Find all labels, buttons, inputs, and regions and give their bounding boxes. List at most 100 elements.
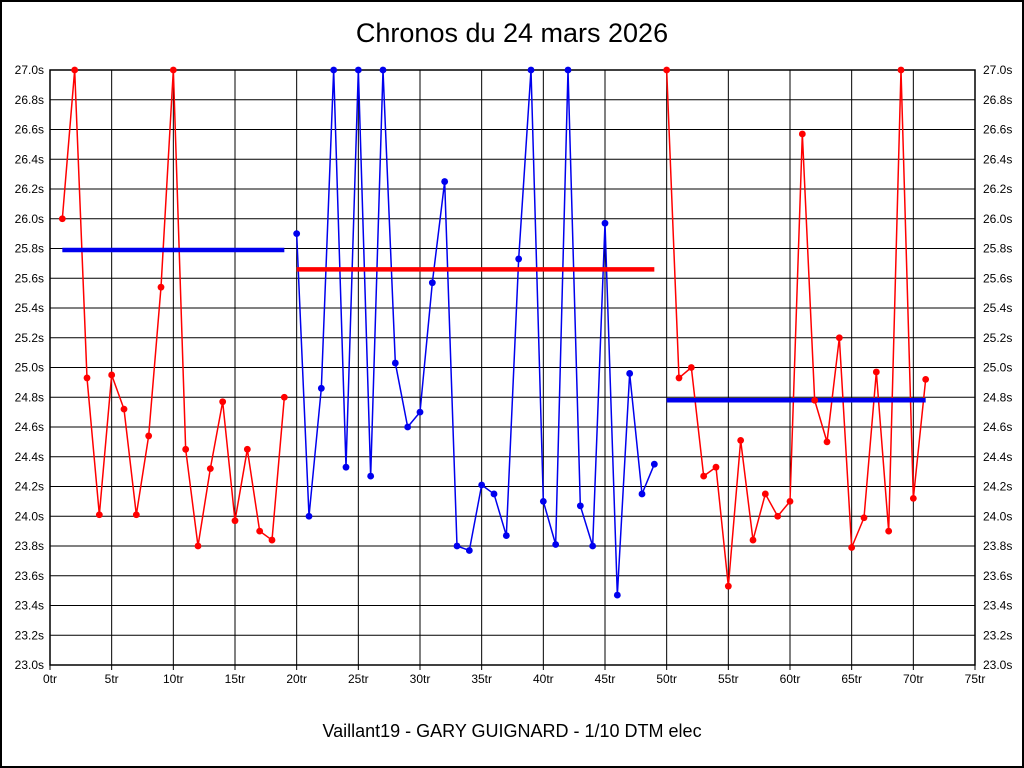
data-point-stint-2-blue: [490, 490, 498, 498]
data-point-stint-2-blue: [552, 541, 560, 548]
data-point-stint-1-red: [256, 527, 264, 535]
data-point-stint-2-blue: [613, 591, 621, 599]
page-title: Chronos du 24 mars 2026: [355, 18, 669, 48]
x-tick-label: 10tr: [163, 672, 184, 686]
data-point-stint-1-red: [157, 283, 165, 291]
series-line-stint-2-blue: [295, 69, 656, 596]
y-tick-label-right: 23.2s: [983, 628, 1012, 642]
y-tick-label-left: 23.6s: [15, 569, 44, 583]
data-point-stint-1-red: [219, 398, 227, 406]
y-tick-label-right: 25.0s: [983, 361, 1012, 375]
y-tick-label-left: 24.6s: [15, 420, 44, 434]
data-point-stint-2-blue: [305, 512, 313, 520]
y-tick-label-left: 24.0s: [15, 509, 44, 523]
x-tick-label: 70tr: [903, 672, 924, 686]
data-point-stint-3-red: [848, 544, 856, 551]
data-point-stint-3-red: [786, 497, 794, 505]
x-tick-label: 0tr: [43, 672, 57, 686]
data-point-stint-1-red: [58, 215, 66, 223]
y-tick-label-right: 24.8s: [983, 390, 1012, 404]
y-tick-label-right: 25.2s: [983, 331, 1012, 345]
data-point-stint-3-red: [724, 582, 732, 590]
y-tick-label-right: 24.2s: [983, 480, 1012, 494]
data-point-stint-3-red: [897, 66, 905, 74]
data-point-stint-2-blue: [564, 66, 572, 74]
data-point-stint-2-blue: [478, 481, 486, 489]
y-tick-label-left: 25.8s: [15, 242, 44, 256]
data-point-stint-2-blue: [527, 66, 535, 74]
data-point-stint-2-blue: [404, 423, 412, 431]
y-tick-label-left: 25.6s: [15, 271, 44, 285]
x-tick-label: 20tr: [286, 672, 307, 686]
data-point-stint-1-red: [231, 517, 239, 525]
y-tick-label-left: 23.0s: [15, 658, 44, 672]
data-point-stint-2-blue: [330, 66, 338, 74]
y-tick-label-right: 24.6s: [983, 420, 1012, 434]
y-tick-label-right: 26.4s: [983, 152, 1012, 166]
data-point-stint-1-red: [145, 432, 153, 440]
data-point-stint-1-red: [132, 511, 140, 519]
data-point-stint-1-red: [71, 66, 79, 74]
data-point-stint-1-red: [194, 542, 202, 550]
data-point-stint-1-red: [95, 511, 103, 519]
data-point-stint-2-blue: [638, 490, 646, 498]
data-point-stint-3-red: [761, 490, 769, 498]
y-tick-label-right: 23.4s: [983, 599, 1012, 613]
data-point-stint-2-blue: [539, 497, 547, 505]
data-point-stint-2-blue: [576, 502, 584, 510]
data-point-stint-2-blue: [502, 532, 510, 539]
y-tick-label-right: 24.0s: [983, 509, 1012, 523]
y-tick-label-right: 25.8s: [983, 242, 1012, 256]
data-point-stint-1-red: [268, 536, 276, 544]
data-point-stint-3-red: [749, 536, 757, 544]
data-point-stint-3-red: [687, 364, 695, 371]
data-point-stint-3-red: [909, 495, 917, 502]
data-point-stint-1-red: [108, 371, 116, 379]
y-tick-label-left: 23.4s: [15, 599, 44, 613]
data-point-stint-2-blue: [453, 542, 461, 550]
data-point-stint-3-red: [737, 436, 745, 444]
data-point-stint-2-blue: [515, 255, 523, 263]
x-tick-label: 45tr: [595, 672, 616, 686]
x-tick-label: 15tr: [225, 672, 246, 686]
y-tick-label-left: 24.4s: [15, 450, 44, 464]
series-line-stint-3-red: [665, 69, 927, 587]
data-point-stint-2-blue: [428, 279, 436, 287]
data-point-stint-3-red: [860, 514, 868, 522]
data-point-stint-3-red: [663, 66, 671, 74]
data-point-stint-2-blue: [354, 66, 362, 74]
data-point-stint-2-blue: [391, 359, 399, 367]
y-tick-label-left: 24.8s: [15, 390, 44, 404]
data-point-stint-2-blue: [342, 463, 350, 471]
y-tick-label-left: 26.2s: [15, 182, 44, 196]
data-point-stint-3-red: [922, 376, 930, 383]
data-point-stint-1-red: [169, 66, 177, 74]
y-tick-label-left: 27.0s: [15, 63, 44, 77]
x-tick-label: 35tr: [471, 672, 492, 686]
data-point-stint-3-red: [872, 368, 880, 376]
x-tick-label: 55tr: [718, 672, 739, 686]
y-tick-label-right: 26.2s: [983, 182, 1012, 196]
y-tick-label-right: 24.4s: [983, 450, 1012, 464]
data-point-stint-2-blue: [650, 460, 658, 468]
y-tick-label-left: 26.8s: [15, 93, 44, 107]
data-point-stint-1-red: [243, 445, 251, 453]
data-point-stint-1-red: [83, 374, 91, 382]
data-point-stint-2-blue: [589, 542, 597, 550]
driver-footer-label: Vaillant19 - GARY GUIGNARD - 1/10 DTM el…: [322, 721, 702, 741]
y-tick-label-left: 25.0s: [15, 361, 44, 375]
data-point-stint-3-red: [835, 334, 843, 342]
data-point-stint-3-red: [774, 512, 782, 520]
y-tick-label-left: 23.8s: [15, 539, 44, 553]
x-tick-label: 60tr: [780, 672, 801, 686]
y-tick-label-right: 26.6s: [983, 123, 1012, 137]
x-tick-label: 50tr: [656, 672, 677, 686]
x-tick-label: 65tr: [841, 672, 862, 686]
data-point-stint-1-red: [206, 465, 214, 473]
y-tick-label-left: 26.0s: [15, 212, 44, 226]
data-point-stint-3-red: [798, 130, 806, 138]
data-point-stint-2-blue: [601, 219, 609, 227]
data-point-stint-2-blue: [317, 384, 325, 392]
y-tick-label-right: 27.0s: [983, 63, 1012, 77]
